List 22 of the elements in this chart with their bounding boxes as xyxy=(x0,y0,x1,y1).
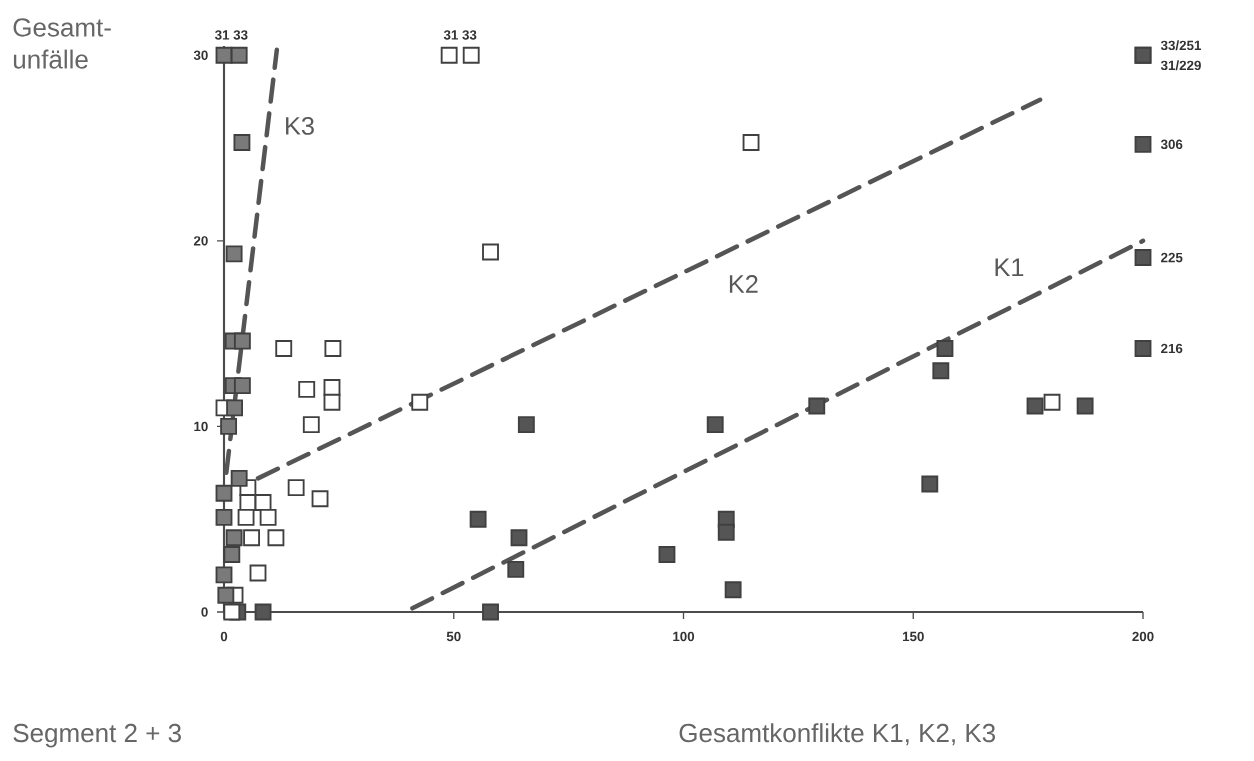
annotation: 31/229 xyxy=(1160,60,1201,71)
annotation: 225 xyxy=(1161,252,1183,263)
x-tick-label: 150 xyxy=(902,631,924,642)
x-tick-label: 50 xyxy=(446,631,461,642)
x-tick-label: 0 xyxy=(220,631,228,642)
annotation: 31 33 xyxy=(443,30,477,40)
y-axis-title: Gesamt-unfälle xyxy=(13,18,111,69)
annotation: 33/251 xyxy=(1160,40,1202,51)
y-tick-label: 10 xyxy=(194,421,208,432)
y-tick-label: 30 xyxy=(193,50,208,60)
x-tick-label: 100 xyxy=(673,631,695,642)
series-label: K1 xyxy=(995,258,1024,277)
annotation: 216 xyxy=(1161,343,1183,354)
y-tick-label: 0 xyxy=(201,607,208,617)
x-axis-title: Gesamtkonflikte K1, K2, K3 xyxy=(679,723,996,746)
y-tick-label: 20 xyxy=(193,236,208,246)
x-tick-label: 200 xyxy=(1132,631,1154,642)
annotation: 306 xyxy=(1160,139,1183,150)
text: Segment 2 + 3 xyxy=(13,723,181,748)
annotation: 31 33 xyxy=(214,30,248,40)
series-label: K2 xyxy=(729,275,758,293)
series-label: K3 xyxy=(286,116,314,135)
